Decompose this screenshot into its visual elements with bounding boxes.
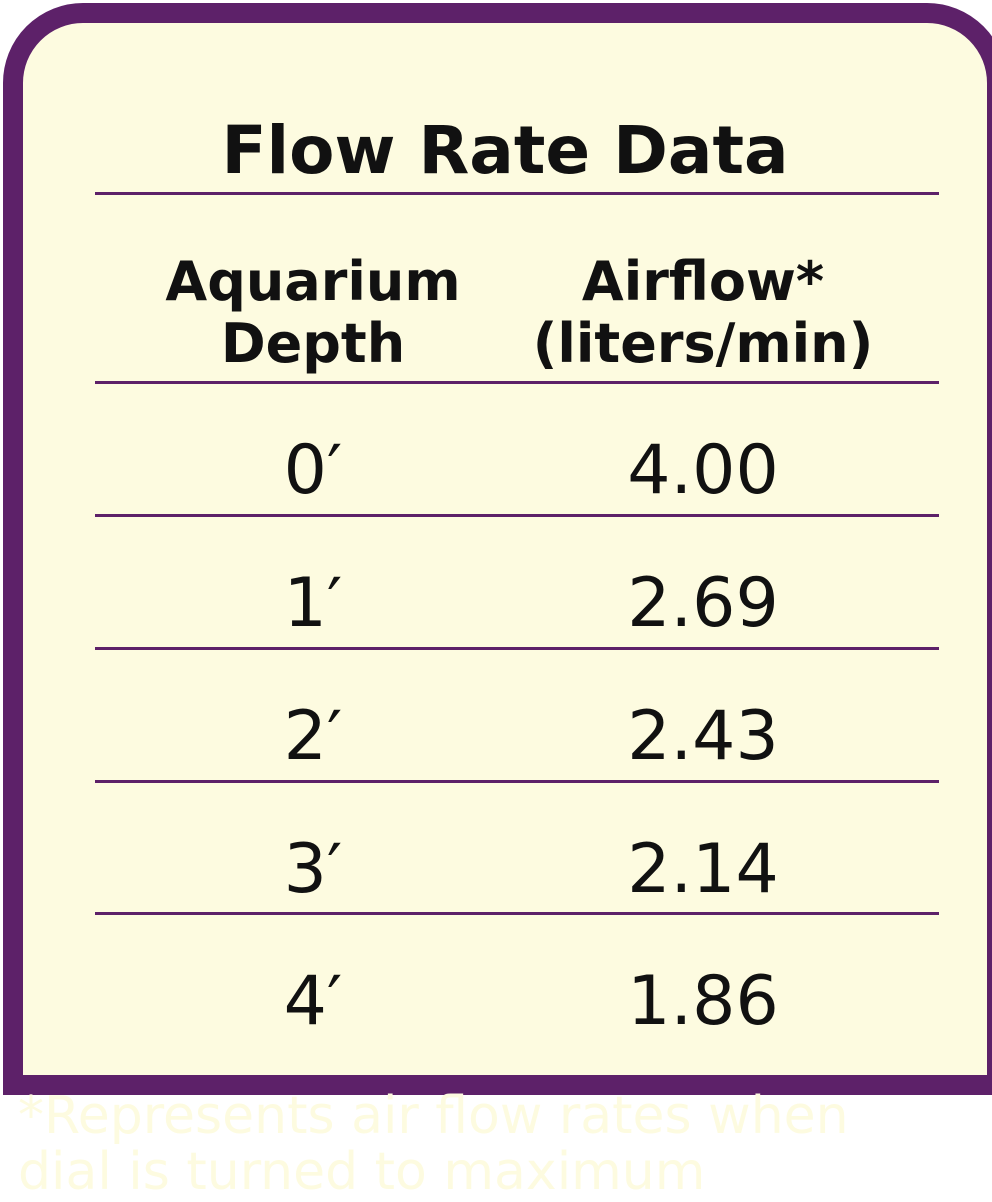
depth-cell: 1′ (283, 564, 343, 643)
column-header-depth: Aquarium Depth (165, 250, 461, 375)
row-divider (95, 514, 939, 517)
footnote: *Represents air flow rates when dial is … (18, 1086, 849, 1202)
airflow-cell: 2.14 (627, 830, 779, 909)
header-divider (95, 381, 939, 384)
airflow-cell: 2.43 (627, 697, 779, 776)
airflow-cell: 4.00 (627, 431, 779, 510)
airflow-cell: 2.69 (627, 564, 779, 643)
row-divider (95, 780, 939, 783)
row-divider (95, 912, 939, 915)
title-divider (95, 192, 939, 195)
row-divider (95, 647, 939, 650)
airflow-cell: 1.86 (627, 962, 779, 1041)
depth-cell: 0′ (283, 431, 343, 510)
depth-cell: 4′ (283, 962, 343, 1041)
table-title: Flow Rate Data (221, 112, 789, 189)
column-header-airflow: Airflow* (liters/min) (532, 250, 874, 375)
depth-cell: 3′ (283, 830, 343, 909)
depth-cell: 2′ (283, 697, 343, 776)
flow-rate-card: Flow Rate Data Aquarium Depth Airflow* (… (3, 3, 992, 1095)
